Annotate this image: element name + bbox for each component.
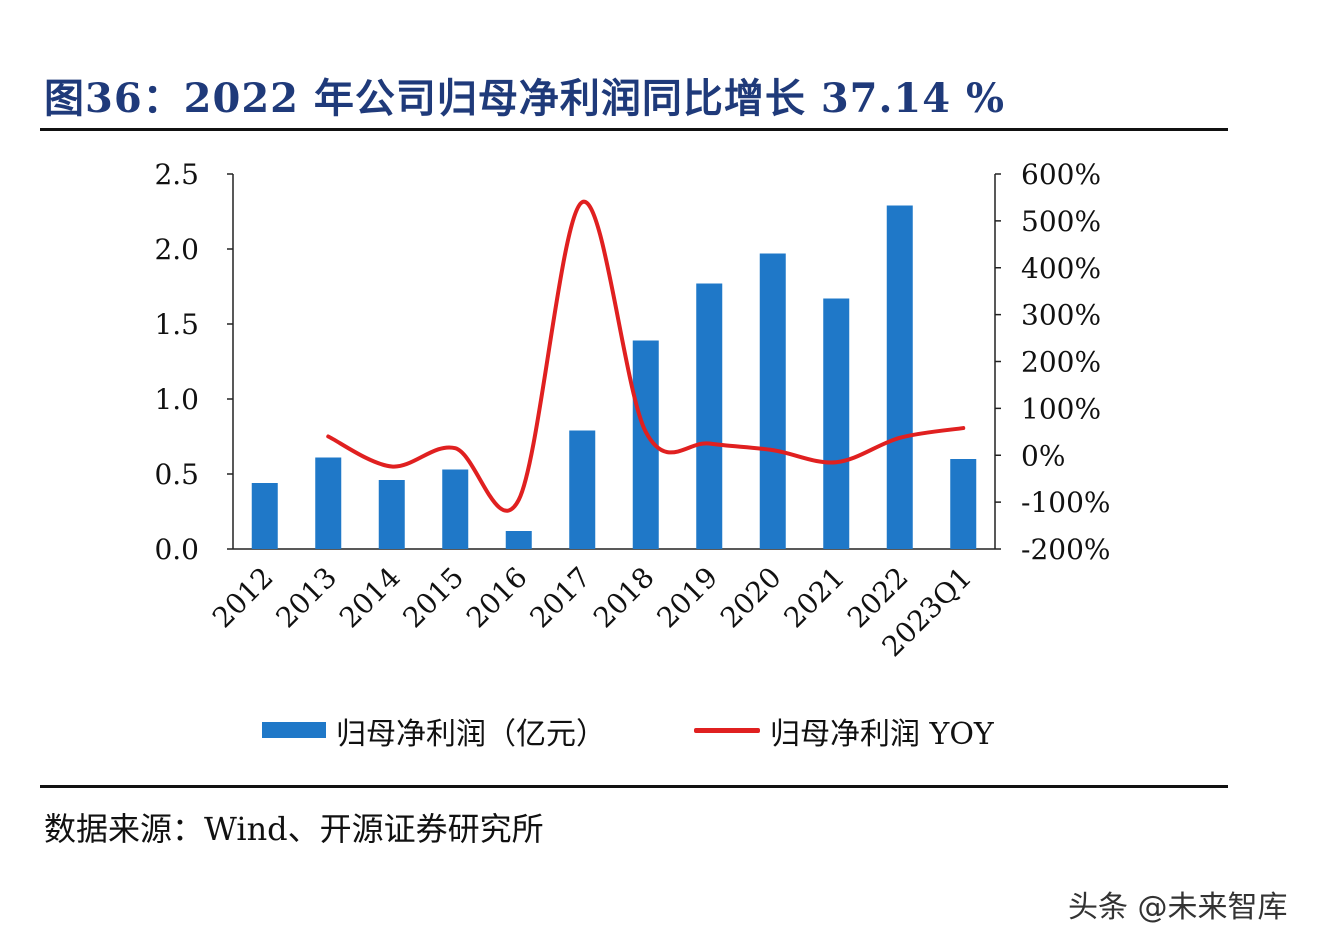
x-tick-label: 2012 xyxy=(206,561,280,635)
x-tick-label: 2018 xyxy=(587,561,661,635)
right-tick-label: -200% xyxy=(1021,533,1111,566)
left-tick-label: 1.0 xyxy=(154,383,199,416)
x-tick-label: 2017 xyxy=(523,561,597,635)
left-tick-label: 2.0 xyxy=(154,233,199,266)
right-tick-label: -100% xyxy=(1021,486,1111,519)
bottom-rule xyxy=(40,785,1228,788)
left-tick-label: 0.5 xyxy=(154,458,199,491)
right-tick-label: 500% xyxy=(1021,205,1101,238)
right-tick-label: 600% xyxy=(1021,158,1101,191)
left-tick-label: 1.5 xyxy=(154,308,199,341)
tick-labels: 0.0 0.5 1.0 1.5 2.0 2.5 -200% -100% 0% 100% 200% 30… xyxy=(154,158,1110,663)
right-tick-label: 100% xyxy=(1021,392,1101,425)
x-tick-label: 2016 xyxy=(460,561,534,635)
right-tick-label: 300% xyxy=(1021,299,1101,332)
legend-line-swatch xyxy=(694,728,760,733)
bar-series xyxy=(251,205,977,549)
x-tick-label: 2014 xyxy=(333,561,407,635)
source-note: 数据来源：Wind、开源证券研究所 xyxy=(44,810,544,848)
x-tick-label: 2020 xyxy=(714,561,788,635)
bar xyxy=(886,205,913,549)
x-tick-label: 2013 xyxy=(269,561,343,635)
bar xyxy=(696,283,723,549)
bar xyxy=(950,459,977,549)
left-tick-label: 0.0 xyxy=(154,533,199,566)
x-tick-label: 2021 xyxy=(777,561,851,635)
bar xyxy=(251,483,278,549)
right-tick-label: 200% xyxy=(1021,346,1101,379)
legend-bar-swatch xyxy=(262,722,326,738)
x-tick-label: 2015 xyxy=(396,561,470,635)
bar xyxy=(378,480,405,549)
figure-title: 图36：2022 年公司归母净利润同比增长 37.14 % xyxy=(44,75,1006,122)
x-tick-label: 2019 xyxy=(650,561,724,635)
top-rule xyxy=(40,128,1228,131)
right-tick-label: 400% xyxy=(1021,252,1101,285)
bar xyxy=(442,469,469,549)
legend-line-label: 归母净利润 YOY xyxy=(770,717,994,752)
legend-bar-label: 归母净利润（亿元） xyxy=(336,717,606,752)
bar xyxy=(505,531,532,549)
watermark: 头条 @未来智库 xyxy=(1068,890,1288,925)
bar xyxy=(823,298,850,549)
left-tick-label: 2.5 xyxy=(154,158,199,191)
line-series xyxy=(326,200,966,513)
right-tick-label: 0% xyxy=(1021,439,1065,472)
bar xyxy=(759,253,786,549)
axes xyxy=(227,173,1001,550)
bar xyxy=(315,457,342,549)
bar xyxy=(569,430,596,549)
chart-area: 0.0 0.5 1.0 1.5 2.0 2.5 -200% -100% 0% 100% 200% 30… xyxy=(154,158,1110,663)
